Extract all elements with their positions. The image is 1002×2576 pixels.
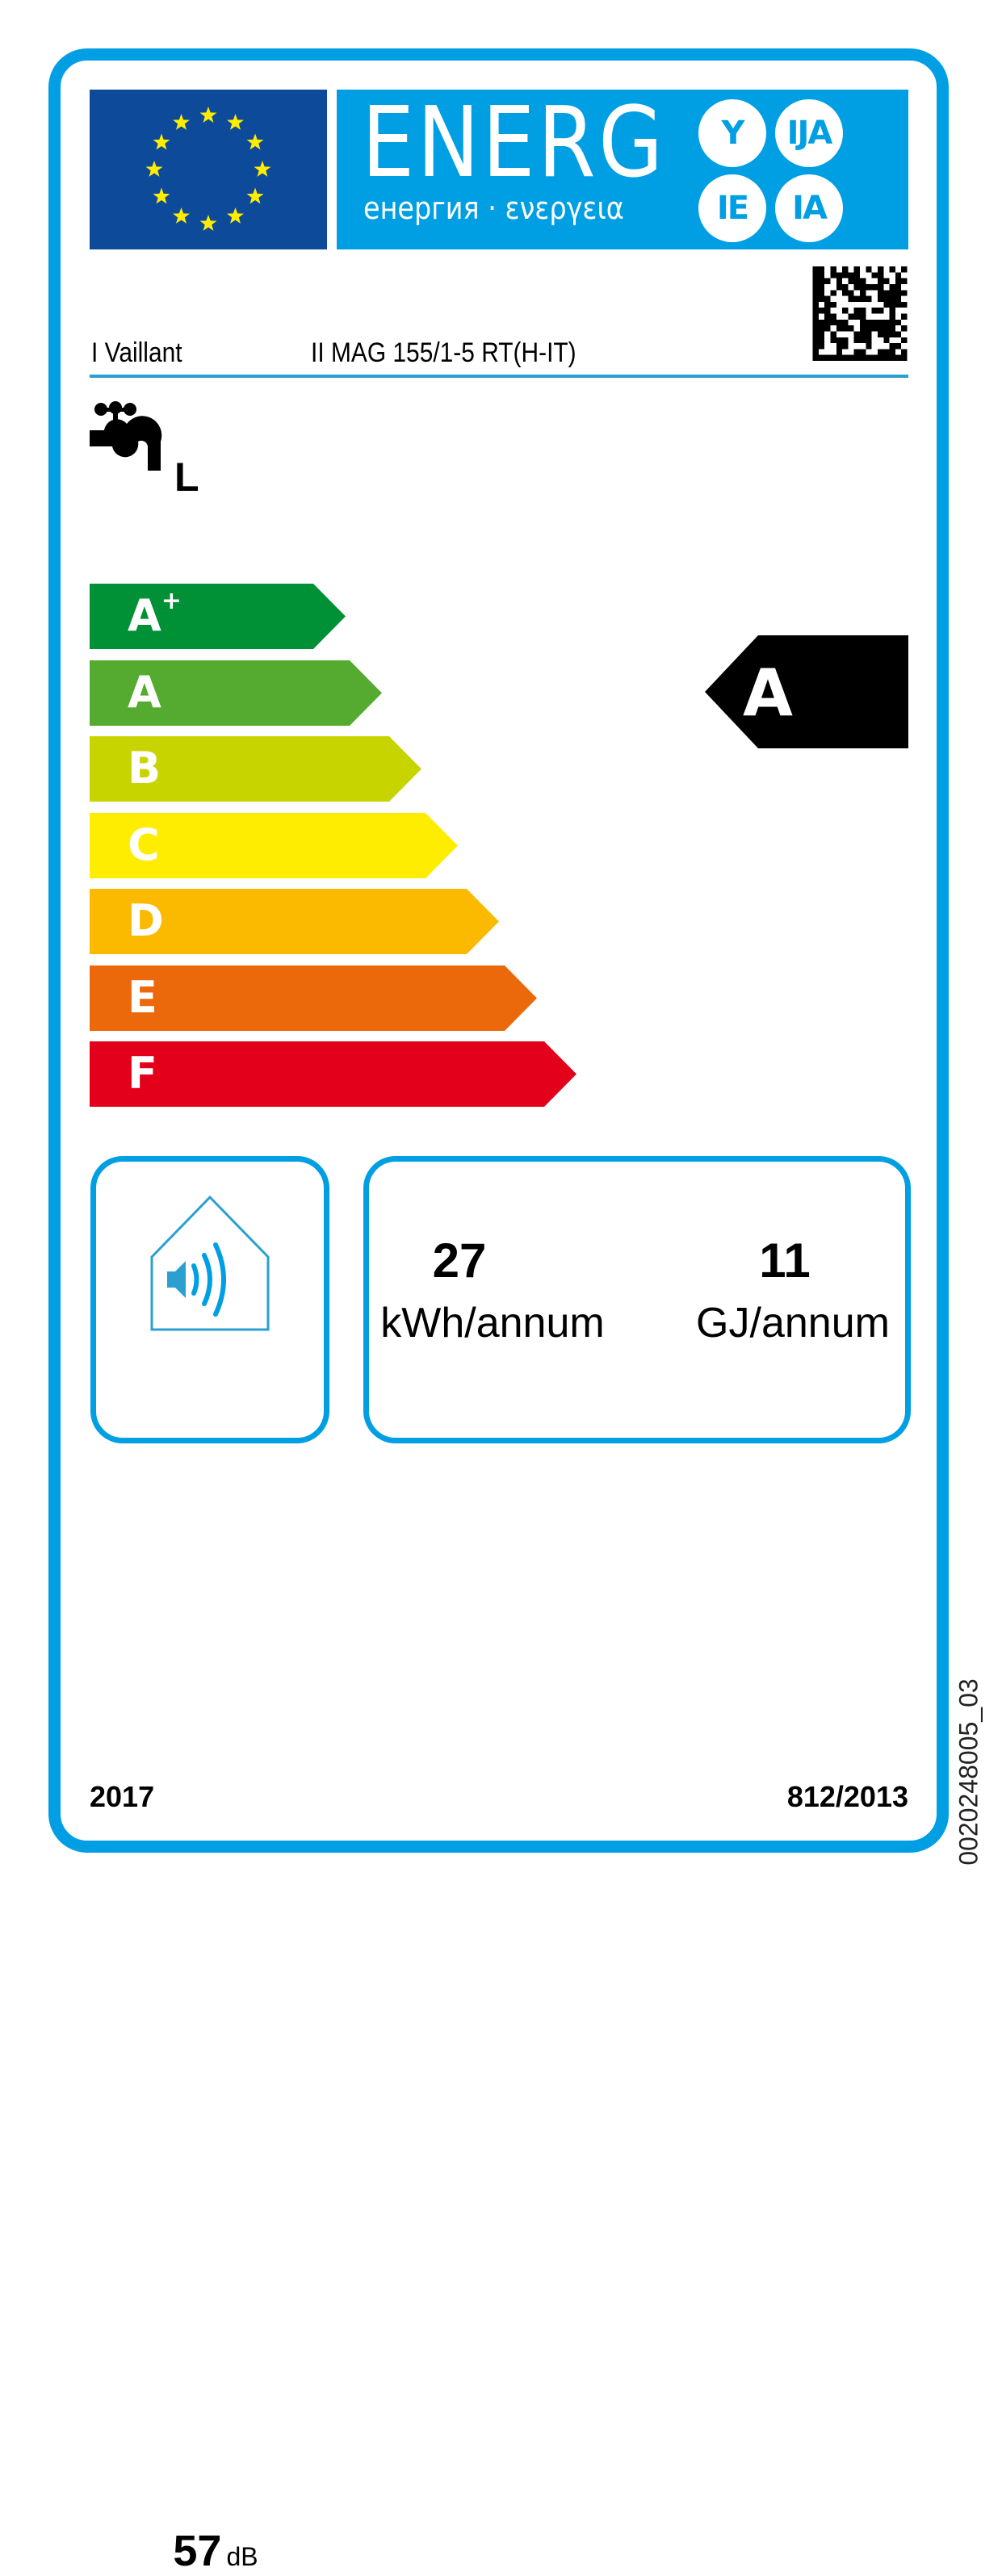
scale-bar-label: B <box>128 743 161 794</box>
star-icon <box>173 207 190 224</box>
scale-bar-aplus: A+ <box>90 584 346 649</box>
noise-number: 57 <box>173 2527 222 2575</box>
scale-bar-shape <box>90 965 537 1031</box>
scale-bar-shape <box>90 1041 576 1107</box>
scale-bar-shape <box>90 736 421 802</box>
star-icon <box>227 207 244 224</box>
rating-arrow <box>705 635 908 748</box>
fuel-consumption-value: 11 <box>759 1234 811 1288</box>
fuel-consumption-unit: GJ/annum <box>696 1300 890 1347</box>
suffix-ija: IJA <box>775 99 843 167</box>
star-icon <box>153 133 170 150</box>
label-year: 2017 <box>90 1780 155 1813</box>
star-icon <box>254 161 271 177</box>
energy-subtitle: енергия · ενεργεια <box>363 191 624 226</box>
house-sound-icon <box>150 1195 270 1331</box>
suffix-ia: IA <box>775 174 843 242</box>
scale-bar-shape <box>90 660 382 726</box>
model-identifier: II MAG 155/1-5 RT(H-IT) <box>311 337 576 369</box>
scale-bar-a: A <box>90 660 382 726</box>
star-icon <box>153 187 170 204</box>
noise-unit: dB <box>226 2542 258 2571</box>
scale-bar-label: A+ <box>128 587 182 641</box>
document-code: 0020248005_03 <box>954 1678 983 1866</box>
divider <box>90 375 908 378</box>
scale-bar-shape <box>90 584 346 649</box>
scale-bar-b: B <box>90 736 421 802</box>
consumption-box: 27 kWh/annum 11 GJ/annum <box>363 1156 911 1443</box>
regulation-number: 812/2013 <box>786 1780 908 1813</box>
noise-value: 57 dB <box>96 2526 335 2576</box>
scale-bar-superscript: + <box>161 587 182 615</box>
energy-title: ENERG <box>362 87 666 199</box>
label-frame <box>48 48 949 1853</box>
star-icon <box>145 161 163 177</box>
electricity-consumption-value: 27 <box>432 1234 487 1288</box>
scale-bar-shape <box>90 812 458 878</box>
star-icon <box>199 215 217 231</box>
star-icon <box>246 187 264 204</box>
scale-bar-label: F <box>128 1048 157 1099</box>
scale-bar-f: F <box>90 1041 576 1107</box>
scale-bar-d: D <box>90 889 499 954</box>
scale-bar-shape <box>90 889 499 954</box>
supplier-name-text: Vaillant <box>104 337 182 368</box>
suffix-y: Y <box>698 99 766 167</box>
model-prefix: II <box>311 337 325 368</box>
suffix-ie: IE <box>698 174 766 242</box>
rating-class: A <box>743 656 793 731</box>
star-icon <box>227 113 244 130</box>
eu-stars-icon <box>145 107 271 231</box>
model-text: MAG 155/1-5 RT(H-IT) <box>330 337 576 368</box>
star-icon <box>199 107 217 123</box>
scale-bar-c: C <box>90 812 458 878</box>
water-tap-icon <box>90 401 162 471</box>
electricity-consumption-unit: kWh/annum <box>380 1300 605 1347</box>
eu-flag <box>90 90 327 249</box>
scale-bar-label: A <box>128 666 161 718</box>
load-profile-letter: L <box>174 454 199 500</box>
star-icon <box>246 133 264 150</box>
scale-bar-label: C <box>128 819 160 870</box>
supplier-name: I Vaillant <box>91 337 182 369</box>
star-icon <box>173 113 190 130</box>
scale-bar-label: E <box>128 971 157 1023</box>
scale-bar-label: D <box>128 895 164 946</box>
supplier-prefix: I <box>91 337 99 368</box>
datamatrix-code <box>812 266 908 361</box>
scale-bar-e: E <box>90 965 537 1031</box>
